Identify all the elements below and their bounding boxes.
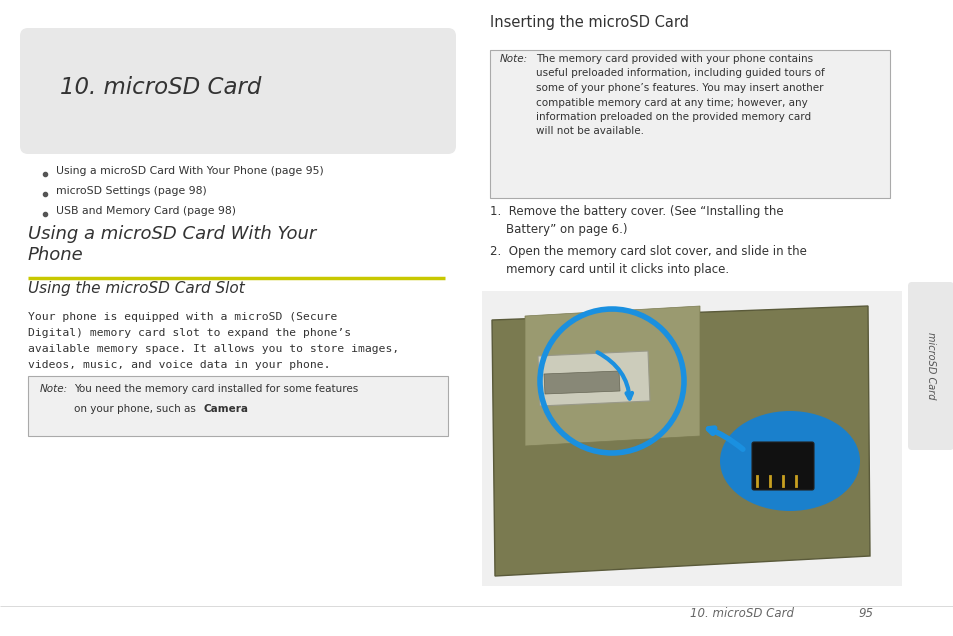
Text: will not be available.: will not be available. <box>536 127 643 137</box>
Polygon shape <box>524 306 700 446</box>
Text: available memory space. It allows you to store images,: available memory space. It allows you to… <box>28 344 399 354</box>
Text: 10. microSD Card: 10. microSD Card <box>60 76 261 99</box>
Text: Note:: Note: <box>40 384 68 394</box>
Text: compatible memory card at any time; however, any: compatible memory card at any time; howe… <box>536 97 807 107</box>
Text: memory card until it clicks into place.: memory card until it clicks into place. <box>505 263 728 276</box>
Ellipse shape <box>720 411 859 511</box>
Text: Your phone is equipped with a microSD (Secure: Your phone is equipped with a microSD (S… <box>28 312 337 322</box>
FancyBboxPatch shape <box>751 442 813 490</box>
Text: 2.  Open the memory card slot cover, and slide in the: 2. Open the memory card slot cover, and … <box>490 245 806 258</box>
Text: some of your phone’s features. You may insert another: some of your phone’s features. You may i… <box>536 83 822 93</box>
Text: The memory card provided with your phone contains: The memory card provided with your phone… <box>536 54 812 64</box>
Text: Inserting the microSD Card: Inserting the microSD Card <box>490 15 688 30</box>
FancyBboxPatch shape <box>490 50 889 198</box>
Text: Battery” on page 6.): Battery” on page 6.) <box>505 223 627 236</box>
Text: microSD Card: microSD Card <box>925 332 935 400</box>
Text: Using a microSD Card With Your Phone (page 95): Using a microSD Card With Your Phone (pa… <box>56 166 323 176</box>
Text: Camera: Camera <box>204 404 249 414</box>
Polygon shape <box>492 306 869 576</box>
Text: videos, music, and voice data in your phone.: videos, music, and voice data in your ph… <box>28 360 330 370</box>
Text: information preloaded on the provided memory card: information preloaded on the provided me… <box>536 112 810 122</box>
Text: Phone: Phone <box>28 246 84 264</box>
Text: You need the memory card installed for some features: You need the memory card installed for s… <box>74 384 358 394</box>
FancyBboxPatch shape <box>28 376 448 436</box>
Text: Using a microSD Card With Your: Using a microSD Card With Your <box>28 225 315 243</box>
Text: on your phone, such as: on your phone, such as <box>74 404 199 414</box>
Text: 10. microSD Card: 10. microSD Card <box>689 607 793 620</box>
Text: USB and Memory Card (page 98): USB and Memory Card (page 98) <box>56 206 235 216</box>
Polygon shape <box>543 371 619 394</box>
FancyBboxPatch shape <box>907 282 953 450</box>
Text: useful preloaded information, including guided tours of: useful preloaded information, including … <box>536 69 824 78</box>
Text: Using the microSD Card Slot: Using the microSD Card Slot <box>28 281 245 296</box>
Text: microSD Settings (page 98): microSD Settings (page 98) <box>56 186 207 196</box>
Polygon shape <box>537 351 649 406</box>
Text: .: . <box>244 404 247 414</box>
Text: Digital) memory card slot to expand the phone’s: Digital) memory card slot to expand the … <box>28 328 351 338</box>
Text: 1.  Remove the battery cover. (See “Installing the: 1. Remove the battery cover. (See “Insta… <box>490 205 782 218</box>
Text: 95: 95 <box>857 607 872 620</box>
Text: Note:: Note: <box>499 54 528 64</box>
FancyBboxPatch shape <box>481 291 901 586</box>
FancyBboxPatch shape <box>20 28 456 154</box>
